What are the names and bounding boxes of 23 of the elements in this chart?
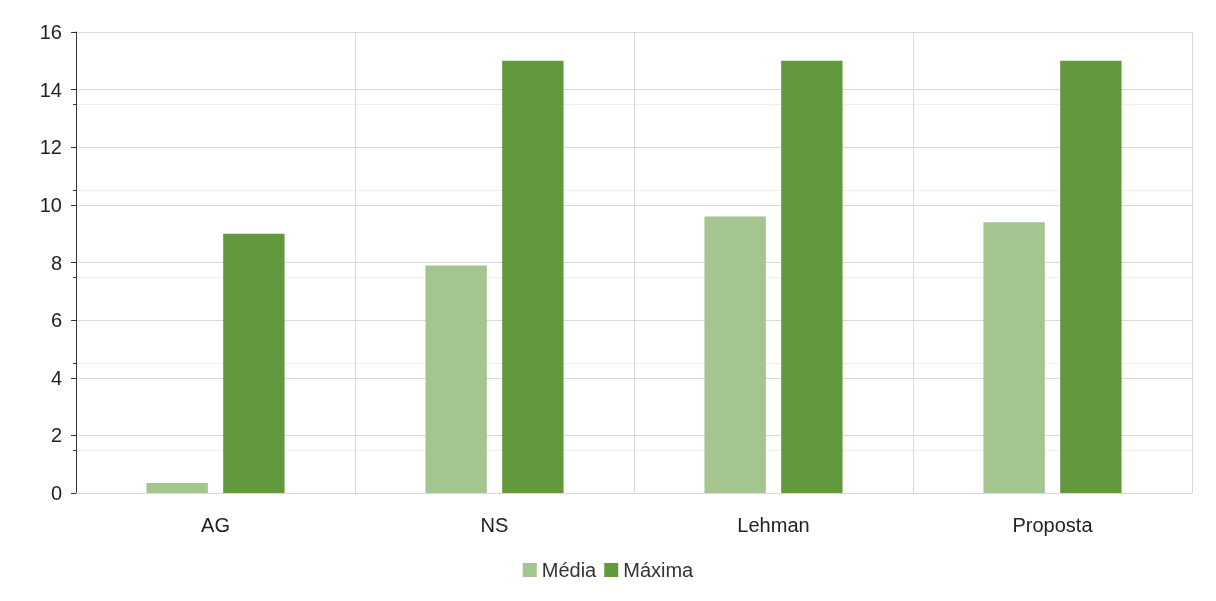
- bar: [502, 60, 564, 493]
- y-tick-label: 12: [39, 136, 62, 159]
- x-tick-label: Lehman: [737, 514, 810, 536]
- legend-label: Máxima: [623, 559, 695, 581]
- y-tick-label: 4: [50, 366, 62, 389]
- y-tick-label: 0: [50, 482, 62, 504]
- x-tick-label: NS: [480, 514, 509, 536]
- legend-label: Média: [541, 559, 598, 581]
- y-tick-label: 8: [50, 251, 62, 274]
- y-tick-label: 16: [39, 21, 62, 43]
- y-tick-label: 6: [50, 309, 62, 332]
- y-tick-label: 14: [39, 78, 62, 101]
- x-tick-label: Proposta: [1012, 514, 1094, 536]
- bar: [146, 482, 208, 493]
- x-tick-label: AG: [201, 514, 230, 536]
- bar: [704, 216, 766, 493]
- bar: [1060, 60, 1122, 493]
- bar: [983, 222, 1045, 493]
- bar: [425, 265, 487, 493]
- y-tick-label: 10: [39, 193, 62, 216]
- bar: [781, 60, 843, 493]
- bar: [223, 233, 285, 493]
- y-tick-label: 2: [50, 424, 62, 447]
